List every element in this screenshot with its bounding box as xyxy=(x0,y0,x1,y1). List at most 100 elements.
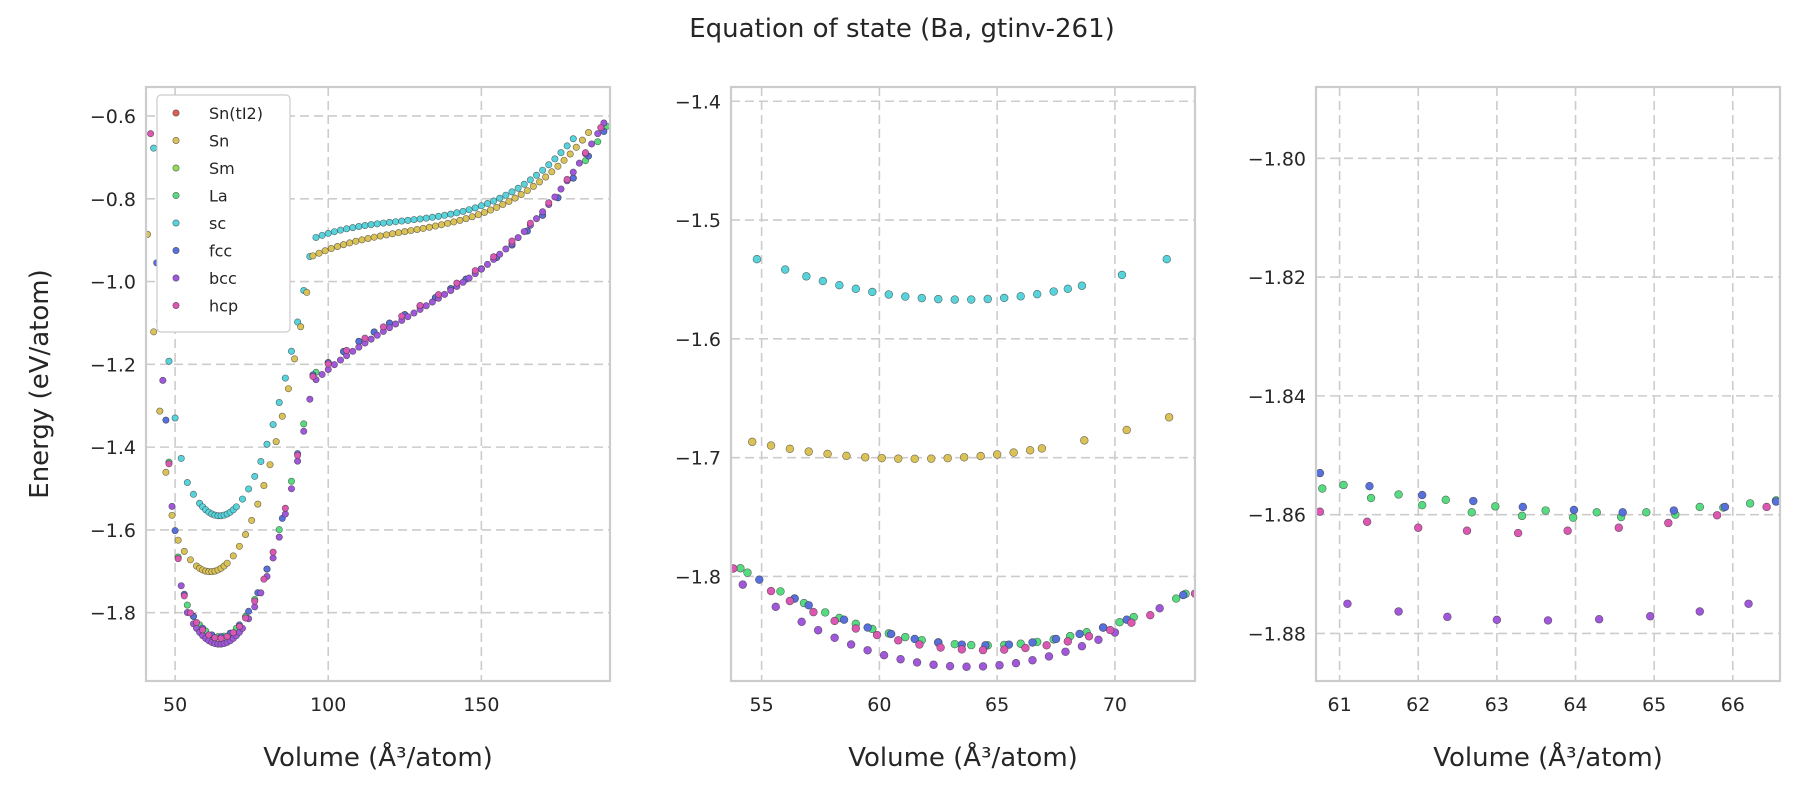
data-point-Sn xyxy=(272,438,280,446)
x-tick-label: 55 xyxy=(750,694,774,716)
data-point-La xyxy=(594,138,602,146)
data-point-hcp xyxy=(343,346,351,354)
data-point-bcc xyxy=(275,533,283,541)
data-point-hcp xyxy=(1127,618,1136,627)
data-point-Sn xyxy=(297,323,305,331)
data-point-bcc xyxy=(929,660,938,669)
data-point-sc xyxy=(422,214,430,222)
data-point-hcp xyxy=(1414,523,1423,532)
data-point-Sn xyxy=(566,150,574,158)
data-point-hcp xyxy=(398,312,406,320)
data-point-La xyxy=(1491,502,1500,511)
data-point-bcc xyxy=(594,130,602,138)
data-point-hcp xyxy=(242,614,250,622)
data-point-Sn xyxy=(444,219,452,227)
data-point-Sn xyxy=(542,173,550,181)
data-point-fcc xyxy=(1669,506,1679,515)
y-tick-label: −1.6 xyxy=(675,329,721,351)
data-point-Sn xyxy=(1080,436,1089,445)
data-point-fcc xyxy=(171,527,179,535)
data-point-Sn xyxy=(156,407,164,415)
data-point-La xyxy=(1541,506,1550,515)
data-point-sc xyxy=(868,287,877,297)
data-point-Sn xyxy=(146,230,152,238)
panel-full-range: 50 100 150 −1.8 −1.6 −1.4 −1.2 −1.0 −0.8 −0.6 Vol… xyxy=(25,85,612,773)
data-point-fcc xyxy=(1028,638,1037,647)
panel-zoom-medium: 55 60 65 70 −1.8 −1.7 −1.6 −1.5 −1.4 Volume (Å³/… xyxy=(675,85,1197,773)
x-tick-label: 150 xyxy=(463,694,499,716)
legend-marker xyxy=(172,301,180,309)
data-point-La xyxy=(901,632,910,642)
data-point-bcc xyxy=(349,347,357,355)
data-point-Sn xyxy=(425,223,433,231)
data-point-fcc xyxy=(804,601,813,610)
data-point-Sn xyxy=(382,231,390,239)
data-point-bcc xyxy=(441,290,449,298)
data-point-bcc xyxy=(863,646,872,655)
data-point-hcp xyxy=(269,548,277,556)
data-point-sc xyxy=(539,166,547,174)
data-point-hcp xyxy=(211,634,219,642)
data-point-sc xyxy=(901,292,910,301)
data-point-La xyxy=(1592,508,1601,517)
panel-zoom-fine: 61 62 63 64 65 66 −1.88 −1.86 −1.84 −1.82 −1.80 Vo… xyxy=(1248,85,1782,773)
data-point-sc xyxy=(752,254,762,264)
data-point-Sn xyxy=(407,227,415,235)
x-tick-label: 62 xyxy=(1406,694,1430,716)
data-point-Sn xyxy=(585,129,593,137)
y-tick-label: −1.6 xyxy=(90,520,136,542)
data-point-bcc xyxy=(251,603,259,611)
data-point-hcp xyxy=(1021,643,1030,653)
y-tick-label: −1.8 xyxy=(675,566,721,588)
data-points xyxy=(1316,468,1780,625)
data-point-sc xyxy=(465,206,473,214)
data-point-hcp xyxy=(416,301,424,309)
data-point-sc xyxy=(557,149,565,157)
data-point-Sn xyxy=(223,559,231,567)
data-point-hcp xyxy=(915,640,924,649)
data-point-sc xyxy=(336,226,344,234)
data-point-hcp xyxy=(379,323,387,331)
data-point-bcc xyxy=(159,376,167,384)
x-tick-label: 100 xyxy=(310,694,346,716)
data-point-Sn xyxy=(266,461,274,469)
data-point-bcc xyxy=(459,278,467,286)
data-point-sc xyxy=(453,209,461,217)
data-point-Sn xyxy=(511,194,519,202)
data-point-sc xyxy=(496,194,504,202)
data-point-fcc xyxy=(1075,629,1084,639)
data-point-fcc xyxy=(1098,623,1108,632)
data-point-Sn xyxy=(548,168,556,176)
data-point-sc xyxy=(416,215,424,223)
data-point-fcc xyxy=(1417,490,1427,500)
data-point-sc xyxy=(502,191,510,199)
data-point-hcp xyxy=(147,130,155,138)
data-point-hcp xyxy=(563,175,571,183)
data-point-Sn xyxy=(438,221,446,229)
data-point-sc xyxy=(917,293,926,303)
data-point-sc xyxy=(835,281,844,290)
data-point-sc xyxy=(532,171,540,179)
data-point-La xyxy=(1366,493,1376,503)
data-point-fcc xyxy=(569,174,577,182)
legend-marker xyxy=(172,164,180,172)
data-point-Sn xyxy=(493,203,501,211)
data-point-bcc xyxy=(477,265,485,273)
data-point-hcp xyxy=(830,616,839,626)
legend-label: Sm xyxy=(209,159,235,178)
y-axis-label: Energy (eV/atom) xyxy=(25,269,55,498)
y-tick-label: −1.84 xyxy=(1248,386,1306,408)
data-point-bcc xyxy=(771,602,780,612)
data-point-fcc xyxy=(162,416,170,424)
data-point-Sn xyxy=(431,222,439,230)
data-point-hcp xyxy=(545,199,553,207)
data-point-Sn xyxy=(1037,444,1047,453)
y-tick-label: −1.4 xyxy=(675,91,721,113)
data-point-bcc xyxy=(532,215,540,223)
legend-frame xyxy=(156,94,291,333)
y-tick-label: −1.8 xyxy=(90,603,136,625)
data-point-hcp xyxy=(1362,517,1372,527)
data-point-Sn xyxy=(785,444,795,454)
data-point-sc xyxy=(1000,293,1009,303)
